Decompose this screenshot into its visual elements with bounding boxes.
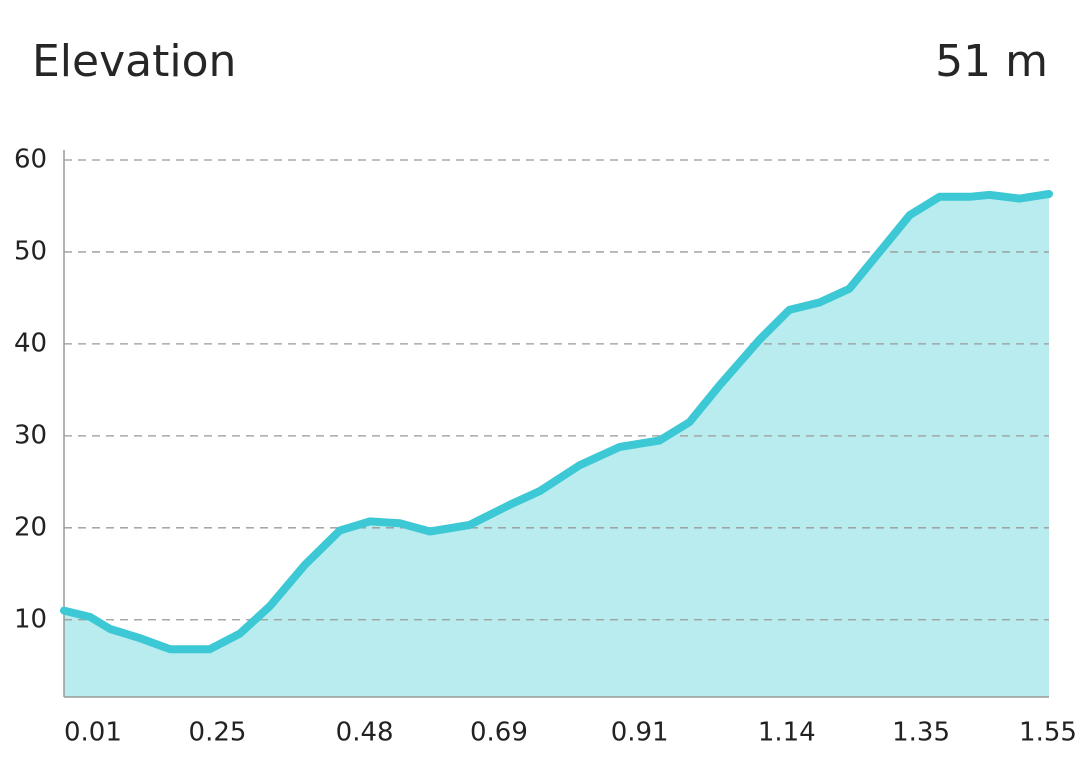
- x-tick-label: 0.91: [611, 718, 669, 748]
- y-tick-label: 20: [14, 512, 47, 542]
- y-tick-label: 60: [14, 145, 47, 175]
- current-elevation: 51 m: [935, 36, 1048, 87]
- y-tick-label: 50: [14, 236, 47, 266]
- elevation-line: [60, 190, 1053, 654]
- area-fill: [64, 194, 1049, 697]
- y-tick-label: 40: [14, 328, 47, 358]
- x-tick-label: 0.69: [470, 718, 528, 748]
- x-tick-label: 1.55: [1019, 718, 1077, 748]
- x-tick-label: 1.14: [758, 718, 816, 748]
- x-tick-label: 0.25: [189, 718, 247, 748]
- x-tick-label: 0.48: [336, 718, 394, 748]
- x-tick-label: 1.35: [892, 718, 950, 748]
- y-tick-label: 10: [14, 604, 47, 634]
- title: Elevation: [32, 36, 236, 87]
- x-tick-label: 0.01: [64, 718, 122, 748]
- y-tick-label: 30: [14, 420, 47, 450]
